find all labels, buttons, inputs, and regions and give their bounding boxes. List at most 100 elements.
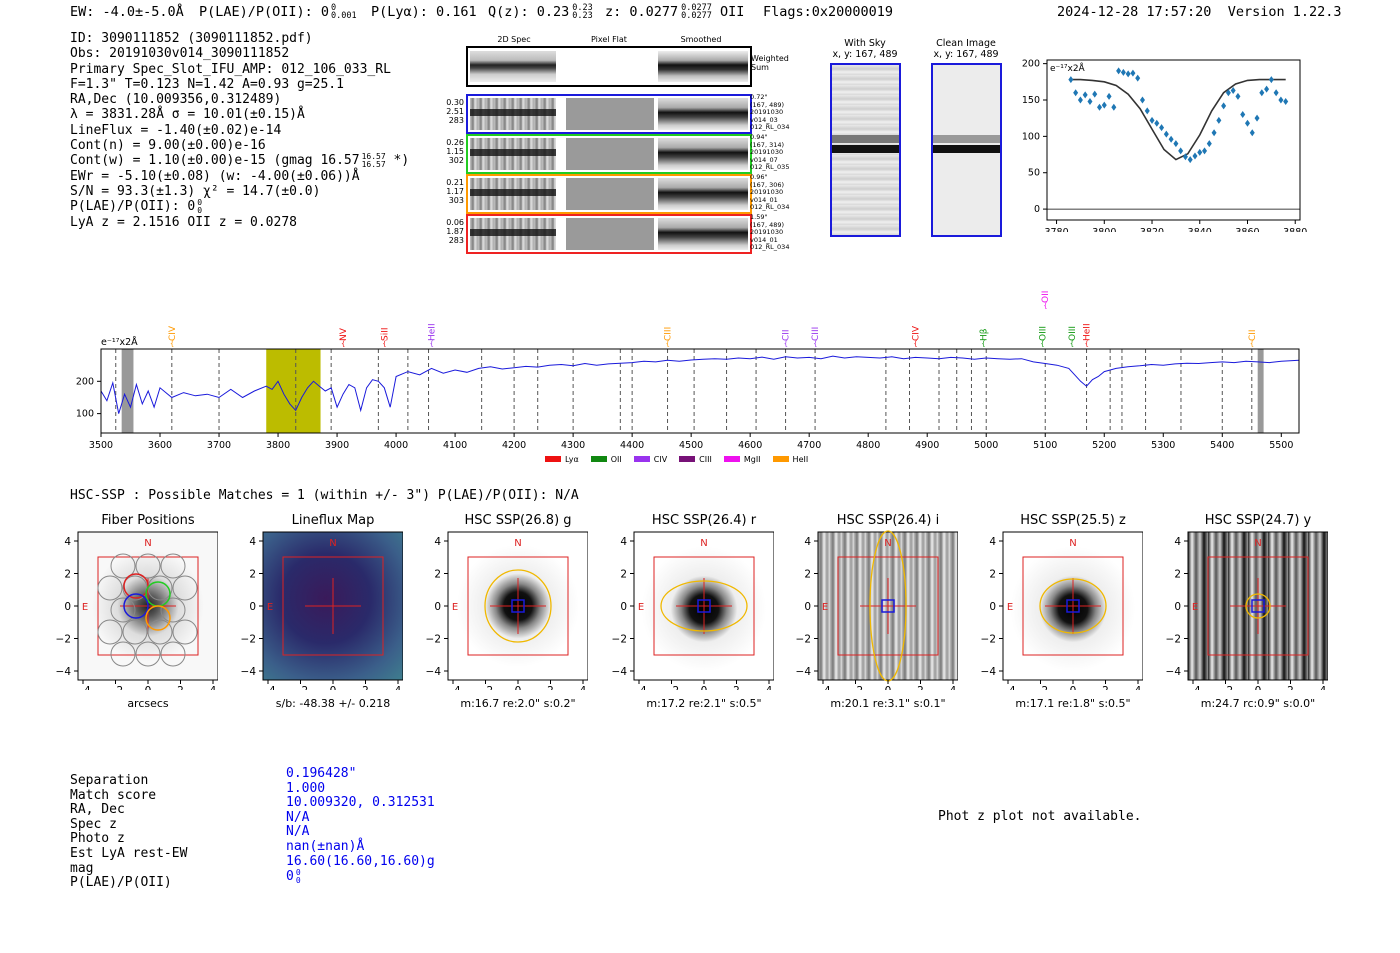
cutout-row-left-stats: 0.30 2.51 283 bbox=[444, 98, 464, 125]
hsc-panel-plot: N E 4 2 0 −2 −4 −4 −2 0 2 4 bbox=[981, 531, 1143, 690]
hsc-x-tick-label: 0 bbox=[145, 685, 152, 690]
fit-x-tick-label: 3880 bbox=[1283, 227, 1307, 232]
col-header-smoothed: Smoothed bbox=[680, 35, 722, 44]
spectrum-line-label: CII bbox=[782, 329, 792, 341]
fit-data-point bbox=[1249, 129, 1255, 137]
fit-data-point bbox=[1125, 70, 1131, 78]
info-contw: Cont(w) = 1.10(±0.00)e-15 (gmag 16.57 16.… bbox=[70, 152, 410, 169]
hsc-y-tick-label: 2 bbox=[989, 569, 996, 581]
spectrum-line-label: CIII bbox=[811, 327, 821, 341]
hsc-y-tick-label: −4 bbox=[56, 666, 72, 678]
cutout-stat: 283 bbox=[448, 236, 464, 245]
fiber-circle-blue bbox=[123, 593, 149, 619]
spectrum-line-bracket: { bbox=[981, 340, 985, 348]
weighted-2dspec bbox=[470, 51, 556, 82]
match-value-specz: N/A bbox=[286, 809, 310, 825]
phot-z-message: Phot z plot not available. bbox=[938, 809, 1142, 824]
hsc-aperture-box bbox=[837, 556, 939, 656]
hsc-y-tick-label: −4 bbox=[612, 666, 628, 678]
hsc-north-label: N bbox=[700, 538, 707, 549]
hsc-y-tick-label: 2 bbox=[434, 569, 441, 581]
cutout-row-left-stats: 0.21 1.17 303 bbox=[444, 178, 464, 205]
match-value-ew: nan(±nan)Å bbox=[286, 838, 365, 854]
hsc-north-label: N bbox=[1069, 538, 1076, 549]
fit-data-point bbox=[1154, 119, 1160, 127]
header-qz: Q(z): 0.23 0.23 0.23 bbox=[488, 3, 593, 21]
legend-item: Lyα bbox=[545, 455, 579, 464]
hsc-y-tick-label: 0 bbox=[249, 601, 256, 613]
hsc-x-tick-label: 0 bbox=[1070, 685, 1077, 690]
spectrum-line-label: Hβ bbox=[979, 328, 989, 341]
fit-data-point bbox=[1244, 119, 1250, 127]
legend-label: CIV bbox=[653, 454, 668, 464]
spectrum-line-bracket: { bbox=[1250, 340, 1254, 348]
cutout-meta: (167, 314) bbox=[750, 140, 785, 149]
spectrum-line-label: HeII bbox=[427, 323, 437, 341]
match-label-mag: mag bbox=[70, 860, 94, 876]
hsc-panel-title: HSC SSP(26.8) g bbox=[464, 513, 572, 528]
match-value-mag: 16.60(16.60,16.60)g bbox=[286, 853, 435, 869]
hsc-x-tick-label: −4 bbox=[75, 685, 91, 690]
hsc-y-tick-label: 4 bbox=[804, 536, 811, 548]
spectrum-x-tick-label: 4300 bbox=[561, 440, 585, 451]
spectrum-line-bracket: { bbox=[382, 340, 386, 348]
fit-data-point bbox=[1111, 103, 1117, 111]
fit-data-point bbox=[1187, 156, 1193, 164]
cutout-meta: (167, 489) bbox=[750, 220, 785, 229]
fit-x-tick-label: 3820 bbox=[1140, 227, 1164, 232]
spectrum-emission-band bbox=[266, 349, 321, 433]
hsc-y-tick-label: −2 bbox=[612, 634, 627, 646]
spectrum-line-bracket: { bbox=[813, 340, 817, 348]
spectrum-x-tick-label: 5000 bbox=[974, 440, 998, 451]
hsc-panel-plot: N E 4 2 0 −2 −4 −4 −2 0 2 4 bbox=[56, 531, 218, 690]
hsc-x-tick-label: −2 bbox=[478, 685, 493, 690]
fiber-circle-red bbox=[123, 573, 149, 599]
hsc-y-tick-label: 0 bbox=[804, 601, 811, 613]
hsc-x-tick-label: 2 bbox=[1102, 685, 1109, 690]
spectrum-legend: Lyα OII CIV CIII MgII HeII bbox=[545, 447, 820, 466]
cutout-row-right-meta: 0.96" (167, 306) 20191030 v014_01 012_RL_034 bbox=[750, 173, 790, 212]
fiber-circle-orange bbox=[145, 605, 171, 631]
legend-swatch bbox=[545, 456, 561, 462]
fiber-circle bbox=[172, 619, 198, 645]
hsc-y-tick-label: −4 bbox=[241, 666, 257, 678]
ew-value: EW: -4.0±-5.0Å bbox=[70, 4, 184, 20]
hsc-north-label: N bbox=[514, 538, 521, 549]
spectrum-line-bracket: { bbox=[784, 340, 788, 348]
info-contn: Cont(n) = 9.00(±0.00)e-16 bbox=[70, 138, 266, 154]
spectrum-line-label: SiII bbox=[380, 327, 390, 341]
hsc-x-tick-label: 0 bbox=[701, 685, 708, 690]
legend-label: HeII bbox=[792, 454, 809, 464]
cutout-meta: (167, 306) bbox=[750, 180, 785, 189]
hsc-source-ellipse bbox=[1245, 593, 1271, 619]
fit-data-point bbox=[1273, 89, 1279, 97]
legend-item: CIII bbox=[679, 455, 712, 464]
hsc-x-tick-label: 0 bbox=[515, 685, 522, 690]
hsc-panel-title: Lineflux Map bbox=[291, 513, 375, 528]
fit-data-point bbox=[1197, 148, 1203, 156]
fiber-circle bbox=[160, 553, 186, 579]
cutout-meta: 0.94" bbox=[750, 133, 768, 141]
fiber-circle bbox=[160, 597, 186, 623]
hsc-y-tick-label: 4 bbox=[989, 536, 996, 548]
legend-label: OII bbox=[610, 454, 622, 464]
hsc-panel-plot: N E 4 2 0 −2 −4 −4 −2 0 2 4 bbox=[796, 530, 958, 690]
match-value-separation: 0.196428" bbox=[286, 766, 357, 781]
fit-model-curve bbox=[1070, 78, 1286, 161]
hsc-panel-footer: m:16.7 re:2.0" s:0.2" bbox=[460, 697, 576, 710]
fit-data-point bbox=[1106, 92, 1112, 100]
hsc-match-box bbox=[697, 599, 711, 613]
legend-item: CIV bbox=[633, 454, 668, 464]
hsc-x-tick-label: 4 bbox=[950, 685, 957, 690]
header-ew: EW: -4.0±-5.0Å bbox=[70, 4, 184, 20]
cutout-row-right-meta: 1.59" (167, 489) 20191030 v014_01 012_RL_034 bbox=[750, 213, 790, 252]
hsc-y-tick-label: −2 bbox=[56, 634, 71, 646]
info-lambda: λ = 3831.28Å σ = 10.01(±0.15)Å bbox=[70, 107, 305, 123]
hsc-y-tick-label: 2 bbox=[249, 569, 256, 581]
header-z: z: 0.0277 0.0277 0.0277 OII bbox=[605, 3, 745, 21]
spectrum-line-bracket: { bbox=[1070, 340, 1074, 348]
hsc-aperture-box bbox=[467, 556, 569, 656]
fiber-circle bbox=[110, 641, 136, 667]
cutout-stat: 302 bbox=[448, 156, 464, 165]
spectrum-x-tick-label: 4200 bbox=[502, 440, 526, 451]
